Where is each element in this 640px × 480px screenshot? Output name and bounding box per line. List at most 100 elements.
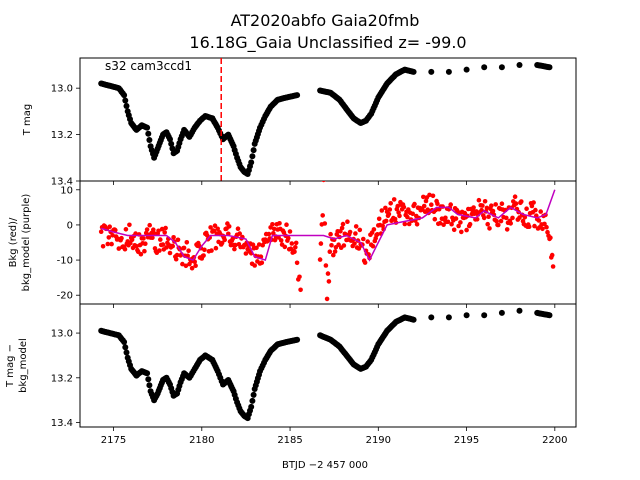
data-point-mag <box>445 68 452 75</box>
data-point-bkg <box>158 237 163 242</box>
data-point-bkg <box>162 230 167 235</box>
data-point-bkg <box>383 218 389 224</box>
data-point-bkg <box>107 224 112 229</box>
y-tick-label: 13.4 <box>51 418 73 429</box>
data-point-bkg <box>287 229 293 234</box>
data-point-bkg <box>412 201 417 207</box>
y-tick-label: 13.2 <box>51 373 73 384</box>
data-point-bkg <box>193 263 198 269</box>
data-point-bkg <box>156 228 161 234</box>
data-point-bkg <box>544 224 549 230</box>
data-point-bkg <box>147 222 152 228</box>
data-point-bkg <box>376 216 382 222</box>
data-point-bkg <box>549 252 555 258</box>
data-point-bkg <box>476 197 482 203</box>
data-point-mag <box>410 68 417 75</box>
data-point-bkg <box>459 229 464 235</box>
y-tick-label: 13.2 <box>51 130 73 141</box>
data-point-mag <box>463 312 470 319</box>
plot-frame <box>79 303 577 428</box>
data-point-bkg <box>278 238 284 243</box>
chart-subtitle: 16.18G_Gaia Unclassified z= -99.0 <box>189 33 466 53</box>
data-point-bkg <box>113 227 118 233</box>
data-point-bkg <box>508 221 513 226</box>
data-point-bkg <box>387 207 393 212</box>
data-point-bkg <box>379 208 385 213</box>
data-point-bkg <box>142 248 147 254</box>
data-point-bkg <box>163 225 168 231</box>
data-point-bkg <box>467 221 473 227</box>
y-tick-label: 13.0 <box>51 84 73 95</box>
data-point-mag <box>249 153 256 160</box>
data-point-mag <box>123 103 130 109</box>
data-point-bkg <box>526 224 532 229</box>
data-point-mag <box>498 64 505 71</box>
data-point-mag <box>167 136 173 143</box>
data-point-bkg <box>215 226 220 232</box>
data-point-bkg <box>493 202 499 207</box>
data-point-bkg <box>259 260 265 266</box>
data-point-bkg <box>98 229 104 234</box>
data-point-bkg <box>489 203 494 208</box>
data-point-bkg <box>522 215 528 220</box>
data-point-bkg <box>167 250 173 256</box>
data-point-bkg <box>151 231 157 236</box>
data-point-bkg <box>208 225 213 230</box>
data-point-bkg <box>266 231 272 237</box>
y-tick-label: 13.0 <box>51 329 73 340</box>
data-point-mag <box>121 92 128 99</box>
data-point-bkg <box>232 246 237 252</box>
data-point-bkg <box>270 222 275 227</box>
data-point-bkg <box>144 227 150 232</box>
data-point-bkg <box>545 229 550 235</box>
data-point-mag <box>122 97 129 104</box>
data-point-bkg <box>322 221 328 226</box>
data-point-bkg <box>405 214 410 220</box>
data-point-bkg <box>435 201 440 206</box>
data-point-bkg <box>256 242 262 247</box>
data-point-bkg <box>284 222 289 227</box>
data-point-bkg <box>110 233 115 238</box>
data-point-bkg <box>105 241 111 247</box>
data-point-bkg <box>277 221 282 226</box>
data-point-bkg <box>388 201 394 206</box>
y-axis-label: T mag <box>22 104 33 137</box>
data-point-bkg <box>341 243 347 248</box>
data-point-bkg <box>326 279 332 284</box>
data-point-bkg <box>100 244 106 249</box>
data-layer <box>98 62 553 177</box>
data-point-mag <box>168 140 175 147</box>
data-point-mag <box>123 349 130 356</box>
data-point-mag <box>516 307 523 314</box>
data-point-bkg <box>529 203 535 209</box>
data-point-mag <box>428 314 435 321</box>
data-point-bkg <box>119 235 124 241</box>
data-point-bkg <box>441 222 446 227</box>
data-point-bkg <box>122 246 128 252</box>
data-point-bkg <box>484 205 490 211</box>
data-point-mag <box>145 130 152 137</box>
data-point-mag <box>516 62 523 68</box>
data-layer <box>98 181 557 304</box>
y-axis-label: Bkg (red)/bkg_model (purple) <box>8 194 32 292</box>
data-point-bkg <box>538 209 543 214</box>
data-point-mag <box>145 376 152 383</box>
data-point-bkg <box>328 231 333 237</box>
data-point-bkg <box>357 227 363 233</box>
plot-frame <box>79 180 577 305</box>
data-point-bkg <box>542 221 547 227</box>
data-point-bkg <box>183 263 189 269</box>
data-point-mag <box>498 309 505 316</box>
sector-annotation: s32 cam3ccd1 <box>105 59 192 73</box>
data-point-bkg <box>243 251 249 256</box>
data-point-bkg <box>143 241 148 246</box>
data-point-bkg <box>271 226 277 232</box>
data-point-mag <box>146 137 153 143</box>
data-point-bkg <box>386 211 392 217</box>
data-point-bkg <box>123 227 129 232</box>
data-point-bkg <box>347 229 353 235</box>
data-point-bkg <box>524 206 529 211</box>
data-point-bkg <box>391 197 397 202</box>
data-point-mag <box>250 391 257 398</box>
